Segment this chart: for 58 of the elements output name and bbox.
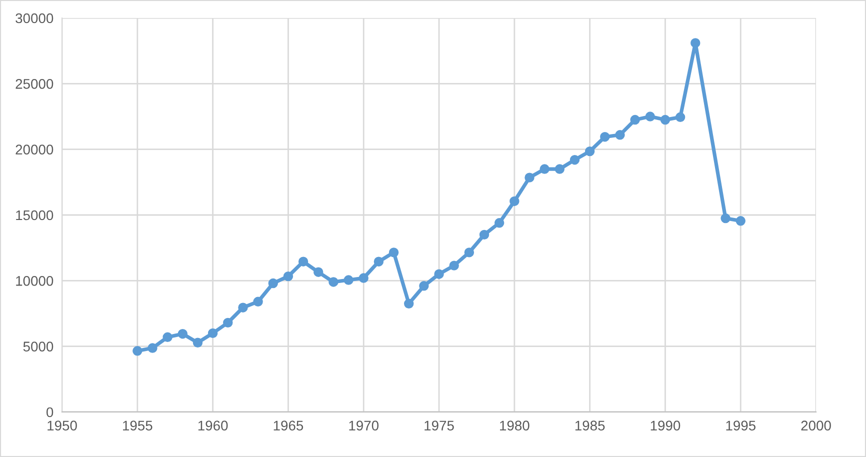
point — [720, 213, 730, 224]
point — [388, 248, 399, 258]
point — [268, 278, 278, 288]
point — [494, 218, 504, 228]
y-tick-label: 5000 — [23, 342, 54, 352]
y-tick-label: 10000 — [16, 276, 54, 286]
point — [434, 269, 444, 279]
x-tick-label: 1950 — [48, 420, 77, 431]
point — [660, 114, 670, 125]
point — [208, 328, 218, 338]
point — [449, 260, 459, 270]
point — [600, 132, 610, 142]
x-tick-label: 1985 — [575, 420, 605, 431]
y-tick-label: 20000 — [16, 144, 54, 154]
x-tick-label: 2000 — [801, 420, 831, 431]
y-tick-label: 25000 — [16, 79, 54, 89]
point — [298, 256, 308, 266]
point — [554, 164, 565, 174]
x-tick-label: 1980 — [500, 420, 530, 431]
point — [615, 130, 625, 140]
point — [162, 332, 172, 342]
point — [510, 196, 520, 206]
point — [584, 146, 595, 156]
y-tick-label: 30000 — [16, 13, 54, 24]
x-tick-label: 1965 — [274, 420, 304, 431]
point — [178, 328, 188, 339]
point — [148, 343, 158, 353]
point — [328, 277, 338, 287]
point — [524, 172, 534, 182]
point — [540, 164, 550, 174]
point — [736, 216, 746, 226]
point — [192, 338, 203, 348]
x-tick-label: 1990 — [650, 420, 680, 431]
y-tick-label: 0 — [46, 407, 54, 418]
point — [253, 296, 263, 307]
point — [358, 273, 368, 283]
x-tick-label: 1975 — [424, 420, 454, 431]
x-tick-label: 1960 — [198, 420, 228, 431]
point — [630, 114, 640, 125]
point — [132, 346, 142, 356]
point — [464, 248, 474, 258]
x-tick-label: 1955 — [123, 420, 152, 431]
point — [374, 256, 384, 266]
point — [690, 38, 700, 48]
point — [570, 154, 580, 165]
point — [419, 281, 429, 291]
point — [283, 271, 294, 282]
point — [479, 230, 490, 240]
point — [314, 267, 324, 277]
x-tick-label: 1995 — [726, 420, 756, 431]
point — [645, 112, 656, 122]
point — [404, 298, 414, 309]
x-tick-label: 1970 — [349, 420, 379, 431]
point — [675, 112, 686, 122]
y-tick-label: 15000 — [16, 210, 54, 220]
point — [223, 318, 233, 328]
point — [344, 275, 354, 285]
point — [238, 302, 248, 312]
